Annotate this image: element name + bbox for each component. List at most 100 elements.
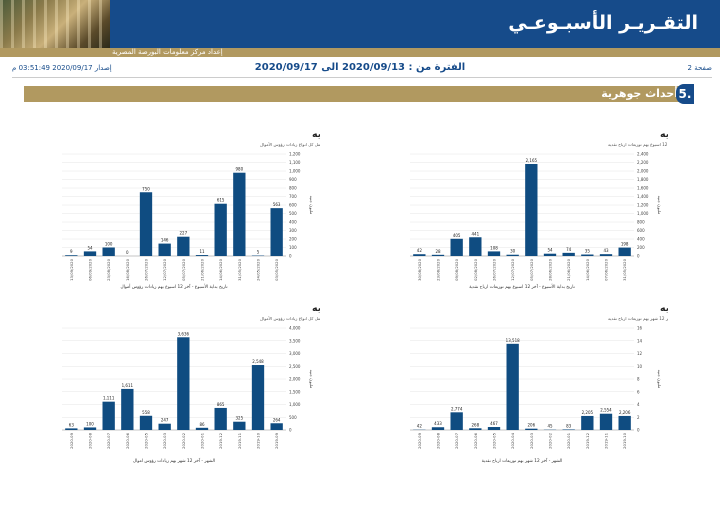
data-label: 2,774 [451,406,463,411]
y-tick-label: 600 [289,203,297,208]
data-label: 227 [180,231,188,236]
bar [506,254,519,256]
y-tick-label: 100 [289,245,297,250]
x-tick-label: 2020-06 [125,432,130,448]
y-tick-label: 2,400 [637,152,649,157]
y-tick-label: 200 [289,237,297,242]
x-tick-label: 07/06/2020 [604,258,609,280]
x-tick-label: 30/08/2020 [417,258,422,280]
bar [214,203,227,256]
y-tick-label: 2,000 [637,169,649,174]
gold-strip: إعداد مركز معلومات البورصة المصرية [0,48,720,57]
data-label: 74 [566,247,572,252]
data-label: 441 [472,231,480,236]
data-label: 43 [603,248,609,253]
data-label: 9 [70,249,73,254]
data-label: 3,636 [178,331,190,336]
y-tick-label: 2,500 [289,364,301,369]
bar [562,252,575,256]
x-tick-label: 2019-12 [585,432,590,448]
bar [487,427,501,430]
data-label: 198 [621,242,629,247]
y-tick-label: 1,400 [637,194,649,199]
data-label: 108 [490,245,498,250]
y-tick-label: 500 [289,211,297,216]
chart-monthly-capital-increases: زيادات رؤوس الأموال شهريا بالمليون جنيه ت… [62,302,320,464]
x-axis-title: الشهر - آخر 12 شهر بهم توزيعات ارباح نقد… [482,458,563,464]
bar [83,251,97,256]
x-tick-label: 2020-02 [548,432,553,448]
data-label: 467 [490,421,498,426]
x-tick-label: 2020-09 [417,432,422,448]
data-label: 42 [417,248,423,253]
bar [450,412,463,430]
bar [543,253,557,256]
x-tick-label: 2019-11 [237,432,242,448]
bar [65,428,78,430]
section-number: 5. [676,84,694,104]
bar [102,247,115,256]
bar [251,365,265,430]
bar [431,254,445,256]
report-banner: التقـريـر الأسبـوعـي [0,0,720,48]
x-tick-label: 2020-04 [510,432,515,448]
data-label: 405 [453,233,461,238]
data-label: 264 [273,417,281,422]
y-tick-label: 2,000 [289,377,301,382]
y-tick-label: 14 [637,338,643,343]
y-tick-label: 600 [637,228,645,233]
data-label: 247 [161,418,169,423]
x-tick-label: 26/07/2020 [492,258,497,280]
y-tick-label: 2 [637,415,640,420]
x-tick-label: 2020-01 [200,432,205,448]
y-tick-label: 300 [289,228,297,233]
x-tick-label: 06/09/2020 [88,258,93,280]
bar [618,415,631,430]
y-tick-label: 200 [637,245,645,250]
x-tick-label: 2020-07 [454,432,459,448]
y-tick-label: 10 [637,364,643,369]
x-tick-label: 28/06/2020 [548,258,553,280]
y-tick-label: 1,000 [637,211,649,216]
data-label: 433 [434,421,442,426]
data-label: 2,206 [619,410,631,415]
y-tick-label: 1,200 [637,203,649,208]
data-label: 100 [86,421,94,426]
data-label: 54 [547,248,553,253]
y-tick-label: 1,600 [637,186,649,191]
chart-title: زيادات رؤوس الأموال شهريا بالمليون جنيه [312,302,320,314]
y-tick-label: 2,200 [637,160,649,165]
x-tick-label: 2019-10 [622,432,627,448]
bar [525,428,538,430]
data-label: 2,554 [600,408,612,413]
bar [431,427,445,430]
x-tick-label: 2019-12 [218,432,223,448]
report-period: الفترة من : 2020/09/13 الى 2020/09/17 [254,62,466,73]
x-tick-label: 23/08/2020 [436,258,441,280]
chart-title: توزيعات الأرباح النقدية شهريا بالمليون ج… [660,302,668,314]
y-tick-label: 400 [637,237,645,242]
x-tick-label: 21/06/2020 [200,258,205,280]
y-tick-label: 0 [637,254,640,259]
data-label: 1,611 [122,383,134,388]
bar [139,415,153,430]
data-label: 35 [585,249,591,254]
data-label: 1,111 [103,396,115,401]
bar [469,237,482,256]
data-label: 30 [510,249,516,254]
data-label: 83 [566,423,572,428]
y-tick-label: 16 [637,326,643,331]
y-axis-title: مليون جنيه [309,370,314,389]
bar [450,238,463,256]
y-tick-label: 800 [289,186,297,191]
bar [158,423,171,430]
x-tick-label: 02/08/2020 [473,258,478,280]
report-title: التقـريـر الأسبـوعـي [508,12,698,34]
bar [525,163,538,256]
y-axis-title: مليون جنيه [657,370,662,389]
data-label: 563 [273,202,281,207]
x-tick-label: 13/09/2020 [69,258,74,280]
bar [121,388,134,430]
bar [195,427,209,430]
bar [506,343,519,430]
